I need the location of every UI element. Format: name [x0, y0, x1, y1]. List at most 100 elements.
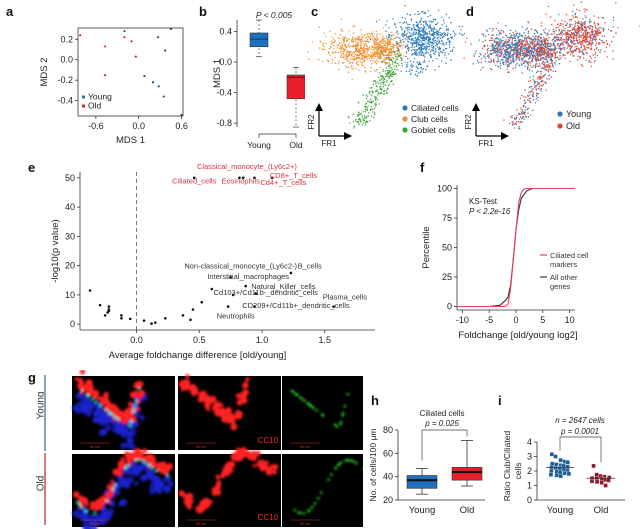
old-cell-point — [490, 45, 492, 47]
data-point — [181, 314, 185, 317]
young-cell-point — [500, 58, 503, 61]
old-cell-point — [548, 56, 550, 58]
young-cell-point — [507, 47, 509, 50]
old-cell-point — [595, 34, 598, 36]
club-cell-point — [371, 32, 373, 35]
panel-label-a: a — [6, 4, 14, 19]
panel-label-c: c — [311, 4, 319, 19]
young-cell-point — [511, 123, 514, 125]
ciliated-cell-point — [434, 18, 436, 20]
ciliated-cell-point — [458, 25, 461, 27]
young-cell-point — [540, 57, 542, 59]
foxj1-signal — [105, 499, 108, 503]
ciliated-cell-point — [414, 13, 416, 15]
dapi-signal — [167, 480, 175, 488]
young-cell-point — [558, 47, 560, 49]
old-cell-point — [590, 65, 593, 68]
young-cell-point — [487, 61, 490, 63]
old-cell-point — [599, 42, 601, 44]
young-cell-point — [554, 63, 557, 65]
y-axis-label: -log10(p value) — [50, 219, 61, 282]
old-cell-point — [572, 36, 574, 39]
young-cell-point — [507, 50, 509, 53]
ciliated-cell-point — [436, 30, 438, 33]
goblet-cell-point — [382, 75, 384, 78]
goblet-cell-point — [394, 60, 397, 62]
old-cell-point — [581, 44, 583, 46]
ciliated-cell-point — [419, 51, 421, 53]
old-cell-point — [573, 43, 575, 46]
young-cell-point — [601, 39, 603, 42]
goblet-cell-point — [379, 86, 382, 88]
young-cell-point — [575, 47, 578, 50]
old-cell-point — [578, 48, 581, 50]
goblet-cell-point — [362, 94, 365, 96]
old-cell-point — [565, 24, 568, 26]
club-cell-point — [359, 29, 362, 31]
young-cell-point — [559, 49, 562, 51]
club-cell-point — [342, 62, 344, 64]
old-cell-point — [542, 36, 545, 39]
goblet-cell-point — [391, 68, 393, 71]
young-cell-point — [527, 44, 529, 46]
old-cell-point — [595, 42, 598, 44]
foxj1-signal — [335, 425, 339, 428]
box-young — [406, 475, 438, 489]
club-cell-point — [332, 52, 334, 55]
legend-label-young: Young — [88, 92, 112, 102]
foxj1-signal — [137, 387, 141, 390]
old-cell-point — [523, 99, 526, 101]
ciliated-cell-point — [422, 48, 425, 50]
club-cell-point — [353, 32, 355, 34]
young-cell-point — [540, 50, 543, 53]
cc10-signal — [79, 379, 84, 384]
ciliated-cell-point — [408, 26, 411, 29]
cc10-signal — [78, 495, 85, 502]
old-cell-point — [573, 34, 575, 37]
club-cell-point — [376, 60, 378, 63]
ciliated-cell-point — [446, 34, 449, 37]
club-cell-point — [398, 49, 401, 51]
old-cell-point — [566, 41, 569, 44]
young-cell-point — [508, 43, 511, 45]
ciliated-cell-point — [414, 33, 417, 35]
club-cell-point — [388, 54, 391, 56]
club-cell-point — [331, 62, 333, 64]
club-cell-point — [364, 71, 367, 73]
x-tick-label: 0.5 — [193, 335, 206, 345]
old-cell-point — [569, 60, 571, 63]
old-cell-point — [590, 45, 592, 47]
old-cell-point — [532, 56, 535, 58]
old-cell-point — [551, 54, 554, 57]
ciliated-cell-point — [407, 49, 410, 52]
old-cell-point — [473, 55, 475, 58]
young-cell-point — [522, 116, 524, 118]
club-cell-point — [330, 46, 332, 49]
goblet-cell-point — [374, 96, 377, 99]
y-tick-label: 0.4 — [219, 26, 232, 36]
goblet-cell-point — [367, 115, 369, 117]
ciliated-cell-point — [435, 23, 438, 26]
young-cell-point — [502, 56, 505, 58]
goblet-cell-point — [388, 65, 390, 68]
old-cell-point — [587, 41, 589, 43]
club-cell-point — [372, 52, 375, 55]
club-cell-point — [376, 55, 379, 58]
young-cell-point — [540, 37, 542, 39]
young-cell-point — [519, 47, 522, 49]
young-cell-point — [532, 75, 535, 77]
old-cell-point — [512, 67, 514, 70]
club-cell-point — [399, 40, 402, 43]
arrow-head-up-icon — [315, 103, 323, 111]
cc10-signal — [126, 408, 131, 414]
ciliated-cell-point — [413, 58, 416, 60]
ciliated-cell-point — [433, 26, 435, 29]
old-cell-point — [517, 50, 519, 52]
club-cell-point — [368, 47, 371, 50]
old-cell-point — [533, 46, 536, 49]
micrograph-young-foxj1 — [282, 376, 363, 450]
club-cell-point — [349, 62, 351, 65]
club-cell-point — [373, 57, 375, 60]
old-cell-point — [490, 37, 492, 39]
old-cell-point — [595, 48, 597, 50]
